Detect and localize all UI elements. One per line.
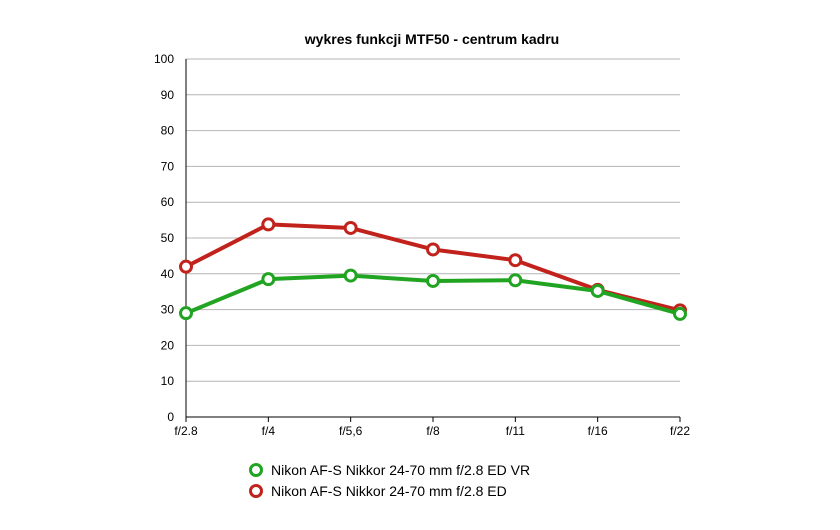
series-line xyxy=(184,222,682,313)
y-tick-70: 70 xyxy=(161,159,175,173)
data-point xyxy=(261,217,276,232)
data-point xyxy=(426,273,440,288)
legend-item-0: Nikon AF-S Nikkor 24-70 mm f/2.8 ED VR xyxy=(249,462,530,478)
data-point xyxy=(508,253,523,268)
series-0 xyxy=(179,268,687,321)
legend-marker xyxy=(249,463,263,477)
data-point xyxy=(590,283,605,298)
series-layer xyxy=(179,217,687,321)
y-tick-100: 100 xyxy=(154,52,174,66)
x-tick-label: f/22 xyxy=(670,424,690,438)
x-tick-label: f/2.8 xyxy=(174,424,198,438)
y-tick-80: 80 xyxy=(161,124,175,138)
x-tick-label: f/4 xyxy=(262,424,276,438)
data-point xyxy=(426,242,440,257)
y-tick-20: 20 xyxy=(161,338,175,352)
legend-item-1: Nikon AF-S Nikkor 24-70 mm f/2.8 ED xyxy=(249,483,507,499)
data-point xyxy=(261,272,276,287)
y-tick-0: 0 xyxy=(167,410,174,424)
legend-label: Nikon AF-S Nikkor 24-70 mm f/2.8 ED xyxy=(271,483,507,499)
data-point xyxy=(673,306,687,321)
y-tick-60: 60 xyxy=(161,195,175,209)
data-point xyxy=(179,306,193,321)
x-tick-label: f/8 xyxy=(426,424,440,438)
x-tick-label: f/5,6 xyxy=(339,424,363,438)
y-tick-90: 90 xyxy=(161,88,175,102)
data-point xyxy=(179,259,193,274)
x-tick-label: f/11 xyxy=(506,424,525,438)
legend-marker xyxy=(249,484,263,498)
data-point xyxy=(343,268,358,283)
gridlines xyxy=(186,58,680,382)
chart-title: wykres funkcji MTF50 - centrum kadru xyxy=(304,31,559,47)
legend: Nikon AF-S Nikkor 24-70 mm f/2.8 ED VR Ni… xyxy=(249,462,530,499)
data-point xyxy=(343,220,358,235)
x-tick-labels: f/2.8 f/4 f/5,6 f/8 f/11 f/16 f/22 xyxy=(174,417,690,438)
y-tick-40: 40 xyxy=(161,267,175,281)
y-tick-labels: 0 10 20 30 40 50 60 70 80 90 100 xyxy=(154,52,174,424)
data-point xyxy=(508,273,523,288)
series-1 xyxy=(179,217,687,318)
x-tick-label: f/16 xyxy=(588,424,608,438)
legend-label: Nikon AF-S Nikkor 24-70 mm f/2.8 ED VR xyxy=(271,462,530,478)
y-tick-10: 10 xyxy=(161,374,175,388)
y-tick-30: 30 xyxy=(161,303,175,317)
y-tick-50: 50 xyxy=(161,231,175,245)
